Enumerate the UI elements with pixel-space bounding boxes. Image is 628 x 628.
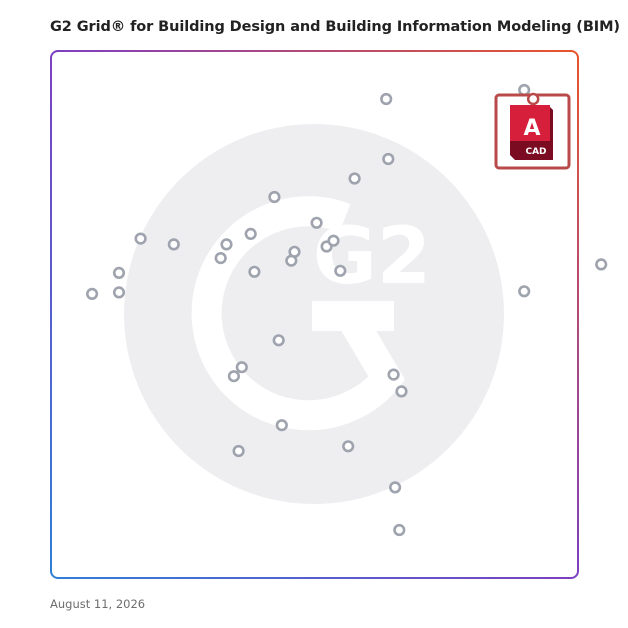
product-point-15[interactable] [327,234,340,247]
product-point-18[interactable] [380,92,393,106]
product-point-9[interactable] [248,265,261,278]
product-point-21[interactable] [595,258,608,271]
product-point-13[interactable] [310,216,323,229]
product-point-17[interactable] [348,172,361,185]
product-point-22[interactable] [272,334,285,347]
product-point-29[interactable] [393,523,406,537]
highlight-marker[interactable] [526,92,540,106]
product-point-1[interactable] [85,287,99,301]
product-point-30[interactable] [387,368,400,381]
product-point-8[interactable] [244,227,257,240]
product-point-19[interactable] [382,152,395,166]
chart-title: G2 Grid® for Building Design and Buildin… [50,19,620,35]
product-point-4[interactable] [134,232,147,245]
product-point-7[interactable] [220,238,233,251]
product-point-6[interactable] [214,252,227,265]
product-point-32[interactable] [518,83,531,97]
product-point-5[interactable] [167,238,180,251]
highlighted-product[interactable]: A CAD [494,92,571,170]
product-point-2[interactable] [112,286,126,299]
product-point-31[interactable] [395,385,408,398]
product-point-12[interactable] [288,245,301,258]
product-point-26[interactable] [232,444,245,458]
watermark-text: G2 [313,212,431,302]
product-point-16[interactable] [334,264,347,277]
grid-date: August 11, 2026 [50,597,146,611]
product-point-28[interactable] [389,481,402,494]
autocad-logo-letter: A [523,116,540,141]
product-point-23[interactable] [227,370,240,383]
product-point-24[interactable] [235,361,248,374]
grid-frame [50,50,579,579]
product-point-10[interactable] [268,190,281,204]
points-layer [85,83,608,537]
product-point-25[interactable] [275,419,288,432]
product-point-3[interactable] [112,266,126,280]
autocad-logo-label: CAD [525,147,546,157]
product-point-27[interactable] [342,440,355,453]
product-point-20[interactable] [518,285,531,298]
autocad-logo-front [510,105,550,141]
